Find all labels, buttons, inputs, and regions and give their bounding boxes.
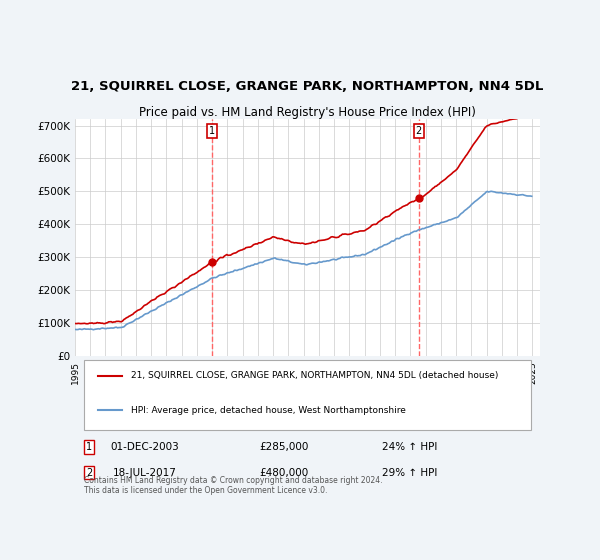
- Text: HPI: Average price, detached house, West Northamptonshire: HPI: Average price, detached house, West…: [131, 406, 406, 415]
- Text: 2: 2: [86, 468, 92, 478]
- Text: £480,000: £480,000: [260, 468, 309, 478]
- Text: 21, SQUIRREL CLOSE, GRANGE PARK, NORTHAMPTON, NN4 5DL: 21, SQUIRREL CLOSE, GRANGE PARK, NORTHAM…: [71, 80, 544, 93]
- Text: 2: 2: [416, 126, 422, 136]
- Text: 1: 1: [86, 442, 92, 452]
- Text: Price paid vs. HM Land Registry's House Price Index (HPI): Price paid vs. HM Land Registry's House …: [139, 106, 476, 119]
- Text: 29% ↑ HPI: 29% ↑ HPI: [382, 468, 437, 478]
- FancyBboxPatch shape: [84, 360, 531, 430]
- Text: 24% ↑ HPI: 24% ↑ HPI: [382, 442, 437, 452]
- Text: 01-DEC-2003: 01-DEC-2003: [110, 442, 179, 452]
- Text: £285,000: £285,000: [260, 442, 309, 452]
- Text: 1: 1: [209, 126, 215, 136]
- Text: 18-JUL-2017: 18-JUL-2017: [113, 468, 176, 478]
- Text: Contains HM Land Registry data © Crown copyright and database right 2024.
This d: Contains HM Land Registry data © Crown c…: [84, 476, 383, 495]
- Text: 21, SQUIRREL CLOSE, GRANGE PARK, NORTHAMPTON, NN4 5DL (detached house): 21, SQUIRREL CLOSE, GRANGE PARK, NORTHAM…: [131, 371, 498, 380]
